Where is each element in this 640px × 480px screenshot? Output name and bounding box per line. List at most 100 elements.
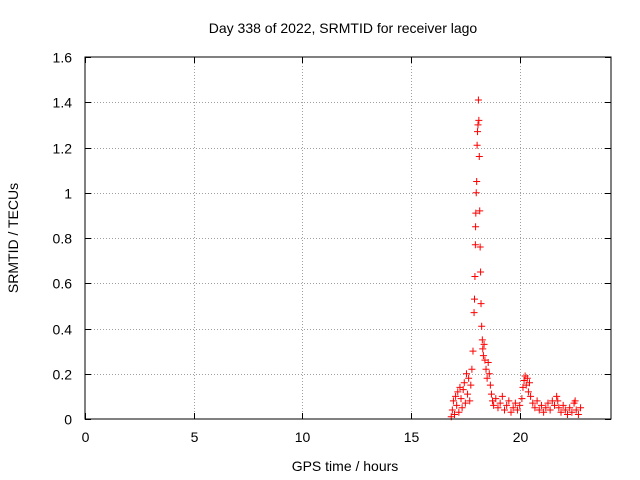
- data-point: [473, 177, 481, 185]
- data-point: [540, 408, 548, 416]
- data-point: [484, 358, 492, 366]
- data-point: [557, 408, 565, 416]
- data-point: [523, 374, 531, 382]
- chart-title: Day 338 of 2022, SRMTID for receiver lag…: [209, 20, 478, 36]
- y-tick-label: 0.6: [53, 276, 73, 292]
- plot-frame: [84, 56, 612, 420]
- data-point: [542, 404, 550, 412]
- y-tick-label: 0: [64, 412, 72, 428]
- data-point: [476, 207, 484, 215]
- data-point: [544, 399, 552, 407]
- data-point: [503, 401, 511, 409]
- data-point: [554, 397, 562, 405]
- data-point: [577, 404, 585, 412]
- data-point: [479, 352, 487, 360]
- data-point: [449, 397, 457, 405]
- data-point: [458, 404, 466, 412]
- data-point: [518, 395, 526, 403]
- data-point: [474, 96, 482, 104]
- data-point: [555, 404, 563, 412]
- data-point: [574, 410, 582, 418]
- tick-labels: 0 5 10 15 20 0 0.2 0.4 0.6 0.8 1 1.2 1.4 1.6: [53, 50, 529, 446]
- data-point: [572, 406, 580, 414]
- data-point: [533, 397, 541, 405]
- data-point: [472, 189, 480, 197]
- y-tick-label: 1.2: [53, 141, 73, 157]
- data-point: [486, 381, 494, 389]
- data-point: [462, 370, 470, 378]
- data-point: [465, 374, 473, 382]
- data-point: [477, 268, 485, 276]
- data-point: [480, 340, 488, 348]
- data-point: [485, 370, 493, 378]
- data-point: [467, 381, 475, 389]
- data-point: [470, 309, 478, 317]
- data-point: [511, 399, 519, 407]
- x-tick-label: 0: [82, 429, 90, 445]
- data-point: [451, 410, 459, 418]
- data-point: [473, 141, 481, 149]
- data-point: [478, 322, 486, 330]
- data-point: [531, 404, 539, 412]
- data-point: [453, 401, 461, 409]
- data-point: [459, 386, 467, 394]
- grid-lines: [85, 57, 611, 419]
- y-tick-label: 1.6: [53, 50, 73, 66]
- data-point: [454, 388, 462, 396]
- x-tick-label: 5: [191, 429, 199, 445]
- data-point: [529, 399, 537, 407]
- data-point: [475, 153, 483, 161]
- data-point: [477, 300, 485, 308]
- data-point: [452, 392, 460, 400]
- data-point: [566, 404, 574, 412]
- data-point: [505, 397, 513, 405]
- data-point: [448, 406, 456, 414]
- data-point: [471, 241, 479, 249]
- data-point: [478, 336, 486, 344]
- data-point: [527, 392, 535, 400]
- y-axis-label: SRMTID / TECUs: [5, 183, 21, 293]
- data-point: [475, 116, 483, 124]
- data-point: [514, 406, 522, 414]
- data-point: [496, 399, 504, 407]
- data-point: [553, 392, 561, 400]
- data-point: [483, 374, 491, 382]
- data-point: [559, 401, 567, 409]
- data-point: [474, 128, 482, 136]
- data-point: [546, 406, 554, 414]
- data-point: [457, 395, 465, 403]
- y-tick-label: 1.4: [53, 95, 73, 111]
- data-point: [464, 390, 472, 398]
- data-point: [455, 408, 463, 416]
- data-points: [447, 96, 585, 421]
- data-point: [500, 406, 508, 414]
- data-point: [507, 408, 515, 416]
- x-tick-label: 20: [513, 429, 529, 445]
- data-point: [516, 401, 524, 409]
- x-tick-label: 15: [404, 429, 420, 445]
- x-tick-label: 10: [295, 429, 311, 445]
- data-point: [492, 395, 500, 403]
- data-point: [471, 295, 479, 303]
- data-point: [472, 209, 480, 217]
- data-point: [509, 404, 517, 412]
- data-point: [468, 365, 476, 373]
- data-point: [460, 379, 468, 387]
- data-point: [537, 401, 545, 409]
- data-point: [487, 390, 495, 398]
- data-point: [525, 379, 533, 387]
- data-point: [571, 397, 579, 405]
- data-point: [490, 401, 498, 409]
- data-point: [466, 397, 474, 405]
- data-point: [561, 406, 569, 414]
- data-point: [564, 410, 572, 418]
- data-point: [482, 365, 490, 373]
- x-axis-label: GPS time / hours: [292, 458, 399, 474]
- y-tick-label: 0.2: [53, 367, 73, 383]
- data-point: [461, 399, 469, 407]
- data-point: [479, 345, 487, 353]
- y-tick-label: 1: [64, 186, 72, 202]
- data-point: [568, 408, 576, 416]
- data-point: [535, 406, 543, 414]
